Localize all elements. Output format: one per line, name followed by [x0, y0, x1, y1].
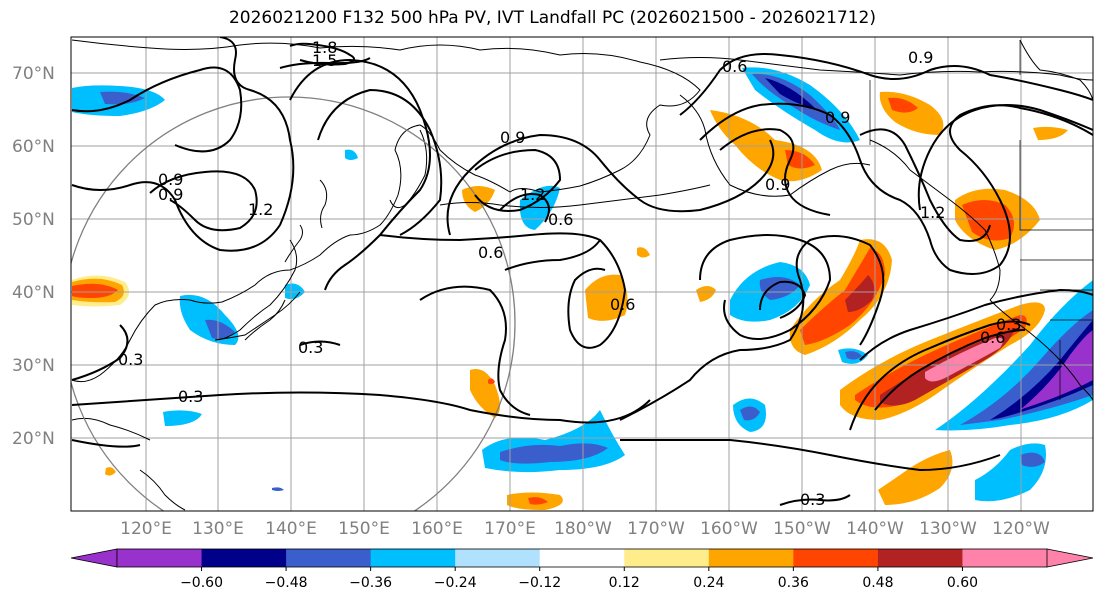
contour-label: 0.9: [825, 108, 850, 127]
contour-label: 0.9: [908, 48, 933, 67]
colorbar: −0.60 −0.48 −0.36 −0.24 −0.12 0.12 0.24 0.36 0.4…: [70, 548, 1094, 591]
contour-label: 0.9: [500, 128, 525, 147]
colorbar-label: −0.24: [434, 575, 477, 591]
colorbar-label: −0.48: [265, 575, 308, 591]
colorbar-swatch: [201, 549, 287, 567]
contour-label: 0.6: [478, 243, 503, 262]
colorbar-swatch: [117, 549, 203, 567]
contour-label: 0.6: [548, 210, 573, 229]
coastlines: [71, 39, 1093, 511]
colorbar-swatch: [793, 549, 879, 567]
contour-label: 0.3: [996, 315, 1021, 334]
colorbar-swatch: [962, 549, 1048, 567]
lon-label: 150°E: [338, 519, 390, 539]
lon-label: 120°W: [992, 519, 1050, 539]
contour-label: 0.3: [800, 490, 825, 509]
lat-label: 40°N: [12, 283, 55, 303]
contour-label: 0.6: [980, 328, 1005, 347]
colorbar-swatch: [539, 549, 625, 567]
colorbar-extend-max: [1046, 548, 1094, 568]
colorbar-label: 0.36: [778, 575, 809, 591]
colorbar-label: 0.12: [609, 575, 640, 591]
colorbar-extend-min: [70, 548, 118, 568]
contour-label: 0.6: [610, 295, 635, 314]
lon-label: 130°W: [919, 519, 977, 539]
lon-label: 120°E: [120, 519, 172, 539]
radius-circle: [71, 96, 516, 511]
longitude-labels: 120°E 130°E 140°E 150°E 160°E 170°E 180°…: [120, 519, 1050, 539]
contour-label: 1.5: [312, 51, 337, 70]
graticule: [71, 37, 1093, 511]
contour-label: 1.2: [520, 185, 545, 204]
lon-label: 170°W: [627, 519, 685, 539]
lat-label: 60°N: [12, 137, 55, 157]
lat-label: 30°N: [12, 356, 55, 376]
lon-label: 130°E: [192, 519, 244, 539]
contour-label: 0.3: [118, 350, 143, 369]
colorbar-label: 0.24: [693, 575, 724, 591]
lon-label: 160°E: [411, 519, 463, 539]
colorbar-outline: [116, 548, 1048, 568]
latitude-labels: 70°N 60°N 50°N 40°N 30°N 20°N: [12, 64, 55, 449]
contour-label: 0.3: [298, 338, 323, 357]
contour-label: 1.2: [248, 200, 273, 219]
colorbar-label: −0.12: [518, 575, 561, 591]
lon-label: 180°W: [554, 519, 612, 539]
colorbar-swatch: [455, 549, 541, 567]
lat-label: 20°N: [12, 429, 55, 449]
lon-label: 140°W: [846, 519, 904, 539]
colorbar-swatch: [286, 549, 372, 567]
colorbar-label: −0.36: [349, 575, 392, 591]
lon-label: 150°W: [773, 519, 831, 539]
colorbar-label: −0.60: [180, 575, 223, 591]
lon-label: 140°E: [265, 519, 317, 539]
lat-label: 50°N: [12, 210, 55, 230]
colorbar-swatch: [877, 549, 963, 567]
colorbar-swatch: [370, 549, 456, 567]
lon-label: 160°W: [700, 519, 758, 539]
contour-label: 0.9: [158, 185, 183, 204]
colorbar-swatch: [708, 549, 794, 567]
map-frame: [70, 36, 1094, 512]
colorbar-label: 0.48: [862, 575, 893, 591]
contour-label: 0.6: [722, 57, 747, 76]
pv-contours: [71, 37, 1093, 506]
contour-label: 1.8: [312, 38, 337, 57]
lat-label: 70°N: [12, 64, 55, 84]
colorbar-swatch: [624, 549, 710, 567]
contour-label: 1.2: [920, 203, 945, 222]
lon-label: 170°E: [484, 519, 536, 539]
contour-label: 0.3: [178, 387, 203, 406]
contour-label: 0.9: [765, 175, 790, 194]
map-title: 2026021200 F132 500 hPa PV, IVT Landfall…: [228, 8, 876, 28]
contour-label: 0.9: [158, 170, 183, 189]
contour-labels: 1.8 1.5 0.9 0.6 0.9 0.9 0.9 0.9 0.6 1.2 …: [118, 38, 1021, 509]
colorbar-label: 0.60: [947, 575, 978, 591]
